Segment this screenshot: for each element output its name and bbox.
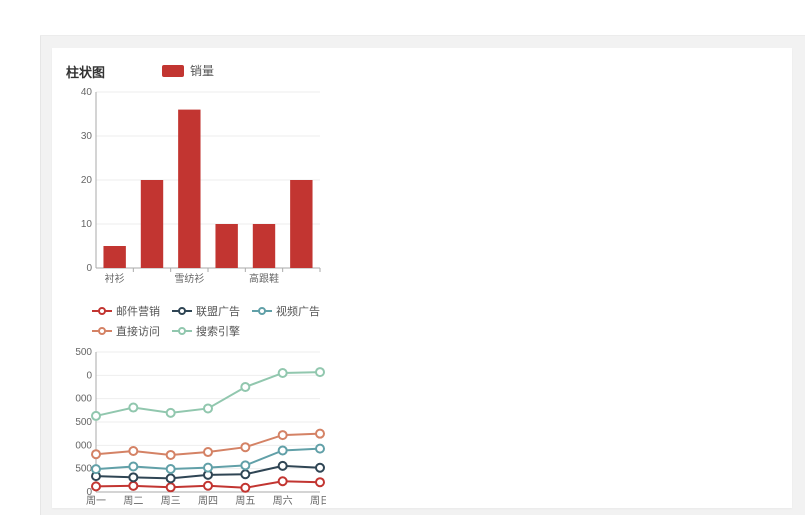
line-marker[interactable] [279,446,287,454]
svg-text:周日: 周日 [310,495,326,507]
line-marker[interactable] [92,412,100,420]
top-panel-stub [40,0,805,36]
svg-text:20: 20 [81,175,93,186]
line-marker[interactable] [204,448,212,456]
line-marker[interactable] [279,369,287,377]
legend-marker-icon [172,326,192,336]
line-marker[interactable] [92,450,100,458]
bar-rect[interactable] [103,246,125,268]
legend-label: 邮件营销 [116,303,160,319]
svg-text:周一: 周一 [86,495,106,507]
line-legend-item[interactable]: 联盟广告 [172,303,240,319]
legend-marker-icon [252,306,272,316]
line-marker[interactable] [92,482,100,490]
line-marker[interactable] [129,473,137,481]
line-marker[interactable] [316,430,324,438]
svg-text:周二: 周二 [123,495,143,507]
legend-marker-icon [92,326,112,336]
legend-label: 直接访问 [116,323,160,339]
line-marker[interactable] [129,447,137,455]
bar-chart[interactable]: 0 10 20 30 40 衬衫 雪纺衫 高跟鞋 [66,86,326,286]
line-marker[interactable] [316,464,324,472]
legend-marker-icon [172,306,192,316]
line-marker[interactable] [92,465,100,473]
svg-text:500: 500 [75,348,92,358]
chart-card: 柱状图 销量 0 10 20 30 40 衬衫 雪纺衫 高跟鞋 邮件营销 联盟广告 视频广告 直接… [52,48,792,508]
line-marker[interactable] [129,463,137,471]
svg-text:500: 500 [75,464,92,475]
line-chart[interactable]: 05000005000000500周一周二周三周四周五周六周日 [66,348,326,508]
line-marker[interactable] [279,477,287,485]
line-marker[interactable] [167,451,175,459]
line-marker[interactable] [204,404,212,412]
bar-rect[interactable] [290,180,312,268]
line-marker[interactable] [316,368,324,376]
line-legend-item[interactable]: 直接访问 [92,323,160,339]
bar-legend-label: 销量 [190,62,214,79]
line-marker[interactable] [204,464,212,472]
line-marker[interactable] [167,483,175,491]
svg-text:0: 0 [86,263,92,274]
svg-text:0: 0 [86,370,92,381]
line-marker[interactable] [167,474,175,482]
line-marker[interactable] [204,482,212,490]
svg-text:500: 500 [75,417,92,428]
legend-label: 联盟广告 [196,303,240,319]
line-marker[interactable] [279,462,287,470]
line-chart-legend[interactable]: 邮件营销 联盟广告 视频广告 直接访问 搜索引擎 [92,303,322,343]
line-marker[interactable] [279,431,287,439]
line-marker[interactable] [241,443,249,451]
svg-text:30: 30 [81,131,93,142]
svg-text:周六: 周六 [273,495,293,507]
svg-text:10: 10 [81,219,93,230]
line-marker[interactable] [241,461,249,469]
line-marker[interactable] [167,465,175,473]
line-marker[interactable] [316,445,324,453]
line-marker[interactable] [241,470,249,478]
line-legend-item[interactable]: 邮件营销 [92,303,160,319]
svg-text:周三: 周三 [161,495,181,507]
legend-label: 视频广告 [276,303,320,319]
line-marker[interactable] [129,482,137,490]
svg-text:雪纺衫: 雪纺衫 [174,272,204,285]
line-legend-item[interactable]: 视频广告 [252,303,320,319]
svg-text:周五: 周五 [235,495,255,507]
line-legend-item[interactable]: 搜索引擎 [172,323,240,339]
line-marker[interactable] [241,383,249,391]
bar-legend-swatch [162,65,184,77]
svg-text:40: 40 [81,87,93,98]
line-marker[interactable] [316,478,324,486]
bar-chart-title: 柱状图 [66,62,105,81]
bar-rect[interactable] [141,180,163,268]
svg-text:000: 000 [75,440,92,451]
legend-marker-icon [92,306,112,316]
bar-rect[interactable] [253,224,275,268]
svg-text:周四: 周四 [198,495,218,507]
svg-text:高跟鞋: 高跟鞋 [249,272,279,285]
line-marker[interactable] [241,484,249,492]
sidebar-stub [0,0,41,515]
svg-text:000: 000 [75,394,92,405]
svg-text:衬衫: 衬衫 [105,272,125,285]
bar-rect[interactable] [178,110,200,268]
bar-chart-legend[interactable]: 销量 [162,62,214,79]
legend-label: 搜索引擎 [196,323,240,339]
line-marker[interactable] [129,404,137,412]
line-marker[interactable] [167,409,175,417]
bar-rect[interactable] [215,224,237,268]
